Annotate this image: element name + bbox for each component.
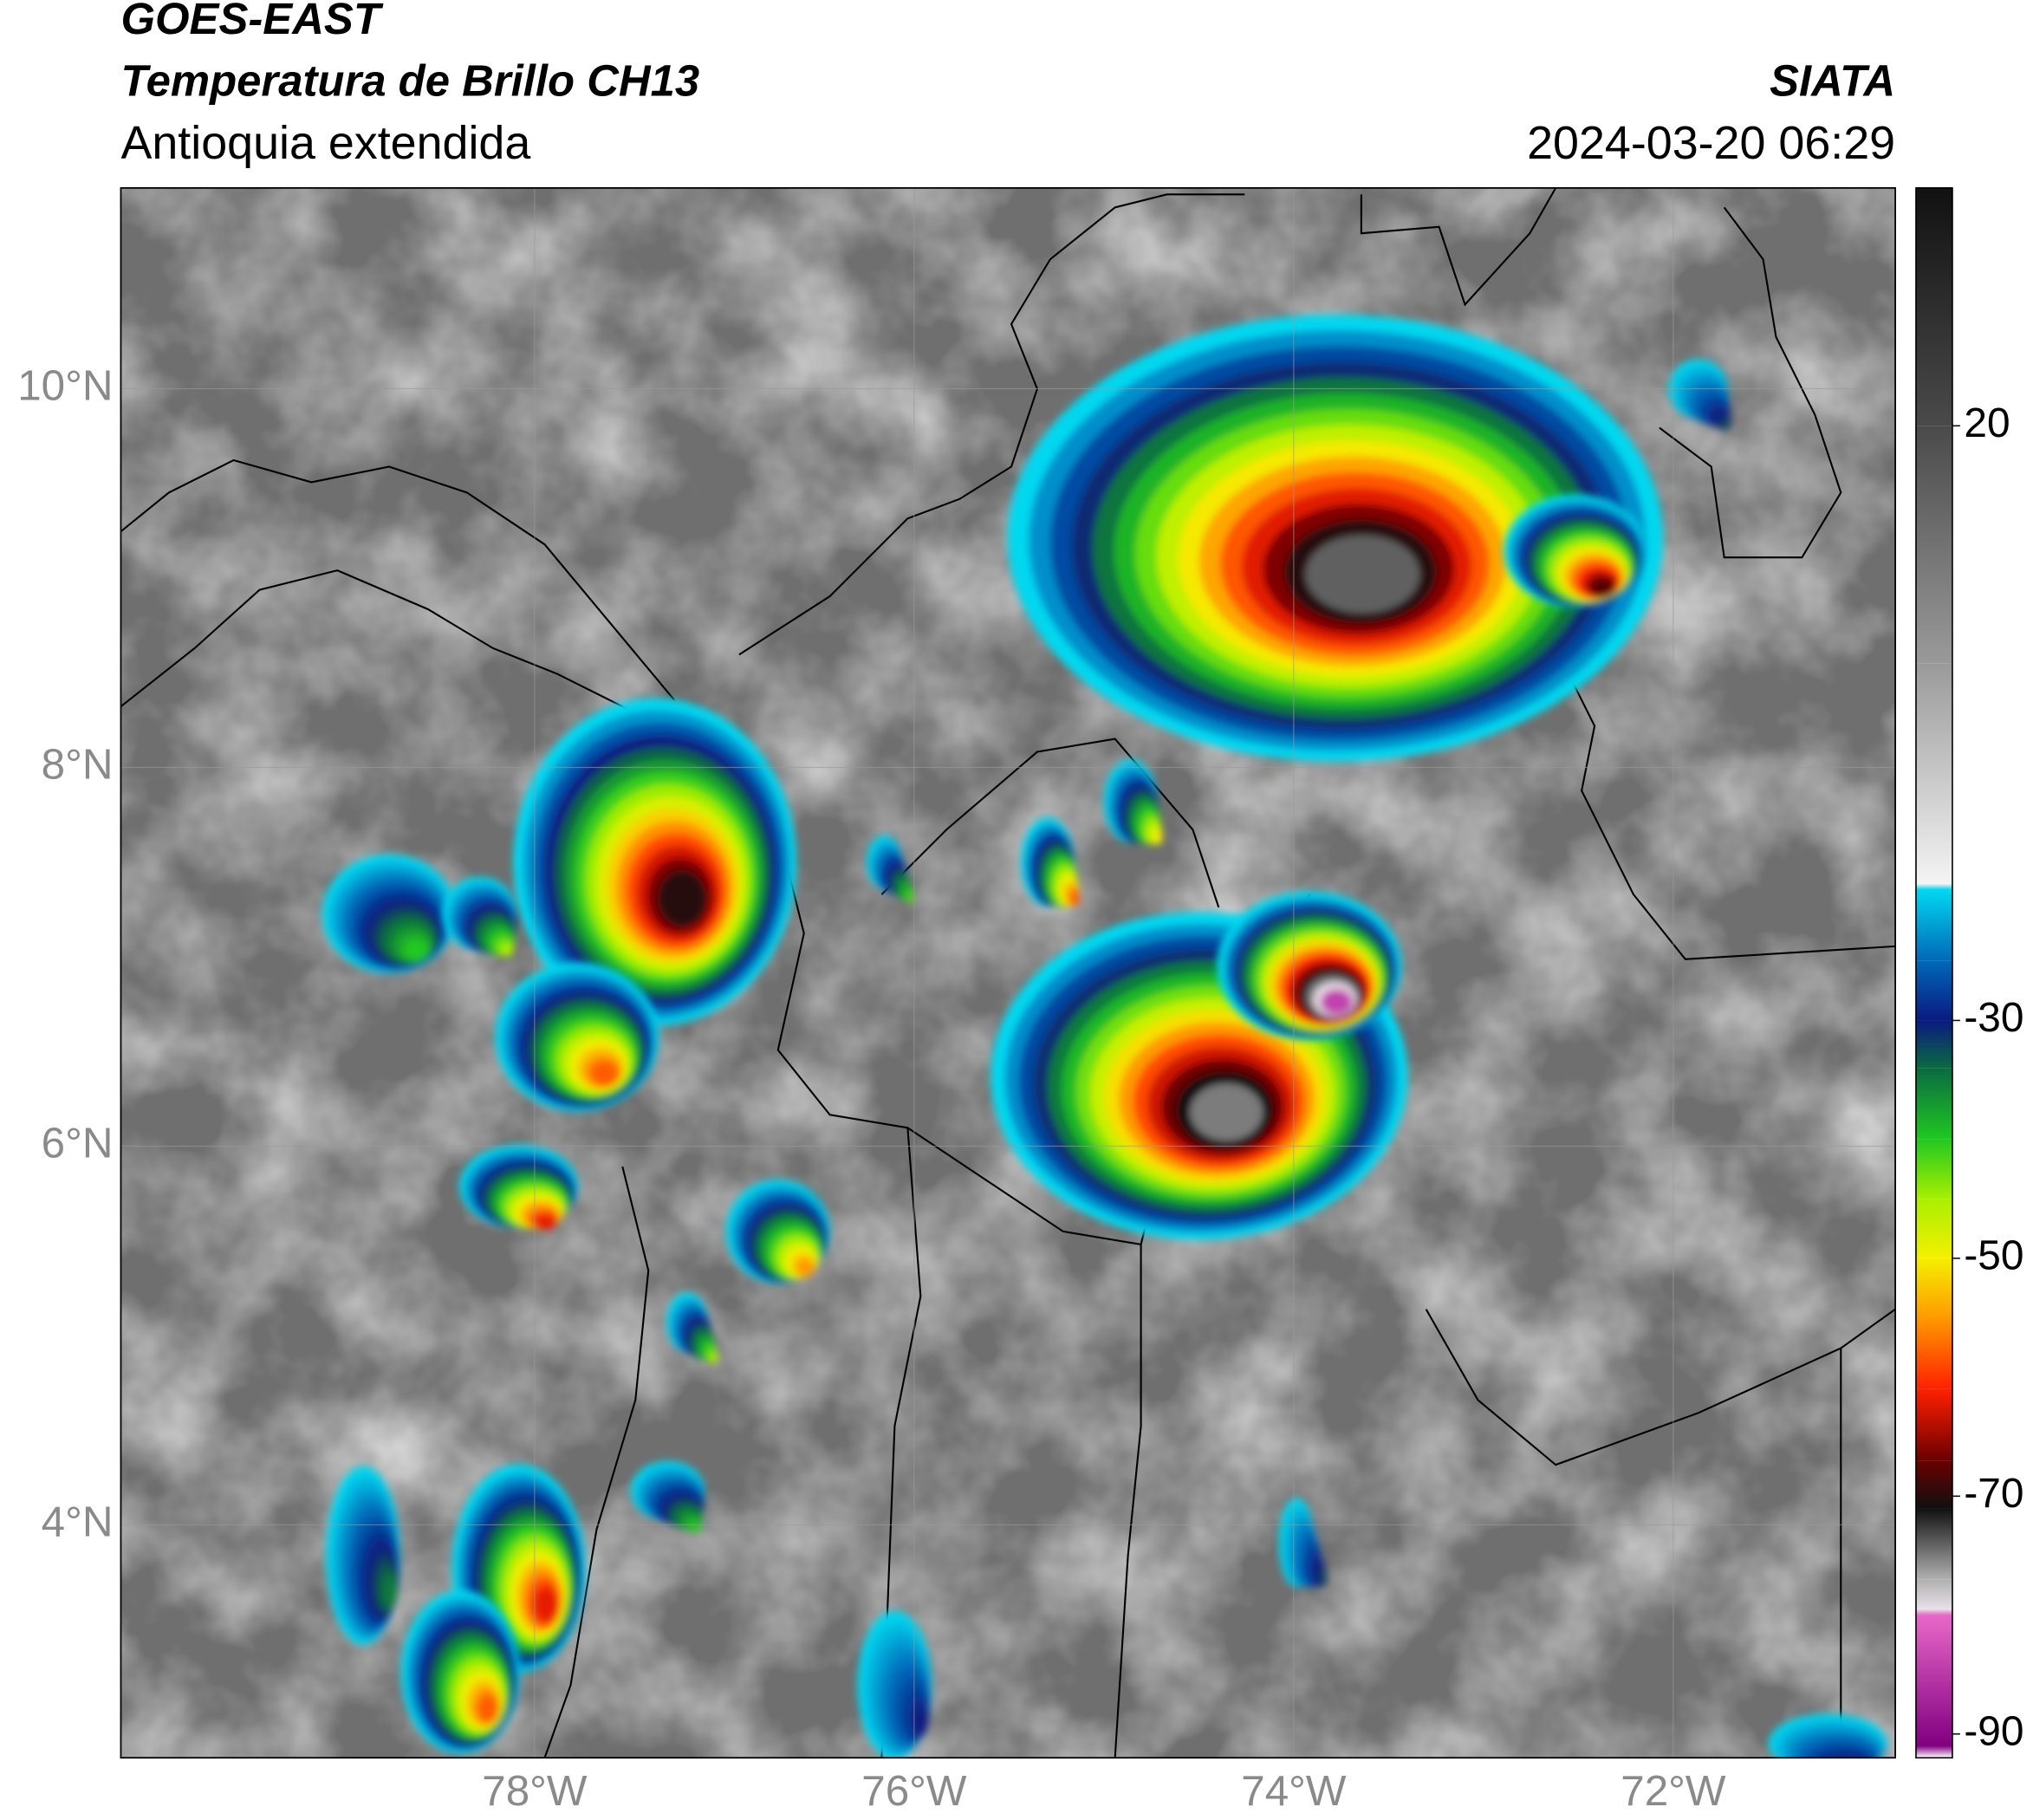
colorbar-segment: [1916, 1460, 1952, 1509]
colorbar-tick-label: -90: [1964, 1708, 2023, 1754]
cloud-cell: [458, 1144, 579, 1230]
cloud-cell: [1007, 314, 1664, 762]
cloud-contour: [711, 1353, 718, 1364]
cloud-cell: [326, 1466, 401, 1646]
title: GOES-EAST: [120, 0, 383, 43]
cloud-cell: [1768, 1713, 1888, 1785]
cloud-contour: [1720, 419, 1731, 431]
colorbar-tick-label: -30: [1964, 995, 2023, 1041]
colorbar-segment: [1916, 1317, 1952, 1389]
x-tick-label: 78°W: [482, 1767, 588, 1815]
cloud-cell: [857, 1610, 932, 1758]
source: SIATA: [1770, 56, 1895, 106]
colorbar-segment: [1916, 1609, 1952, 1615]
region: Antioquia extendida: [120, 117, 530, 169]
colorbar-segment: [1916, 960, 1952, 1021]
x-tick-label: 74°W: [1241, 1767, 1347, 1815]
cloud-cell: [400, 1589, 521, 1755]
cloud-contour: [915, 1708, 929, 1735]
cloud-contour: [908, 894, 915, 903]
subtitle: Temperatura de Brillo CH13: [120, 56, 699, 106]
cloud-cell: [866, 835, 915, 903]
cloud-cell: [495, 962, 659, 1112]
colorbar-segment: [1916, 1388, 1952, 1461]
colorbar-segment: [1916, 1745, 1952, 1758]
colorbar-tick-label: -50: [1964, 1233, 2023, 1279]
colorbar-segment: [1916, 1199, 1952, 1258]
cloud-contour: [1305, 535, 1420, 614]
cloud-contour: [1834, 1766, 1868, 1784]
cloud-contour: [534, 1586, 558, 1623]
cloud-contour: [1840, 1757, 1855, 1758]
y-tick-label: 6°N: [42, 1119, 114, 1167]
cloud-contour: [1190, 1083, 1263, 1141]
colorbar-segment: [1916, 883, 1952, 890]
y-tick-label: 10°N: [17, 362, 113, 410]
cloud-contour: [657, 869, 707, 927]
cloud-contour: [1828, 1762, 1870, 1783]
cloud-contour: [1153, 829, 1163, 845]
colorbar-outline: [1915, 187, 1953, 1758]
cloud-cell: [1217, 891, 1402, 1041]
cloud-cell: [513, 698, 797, 1026]
border-line: [1360, 187, 1842, 559]
cloud-contour: [688, 1521, 702, 1532]
cloud-cell: [1020, 817, 1080, 907]
cloud-contour: [1069, 890, 1080, 907]
cloud-contour: [1320, 989, 1353, 1016]
cloud-cell: [725, 1179, 830, 1284]
cloud-cell: [666, 1292, 718, 1364]
cloud-contour: [1320, 1570, 1328, 1587]
colorbar-segment: [1916, 1508, 1952, 1580]
cloud-contour: [405, 939, 428, 961]
cloud-contour: [589, 1060, 619, 1087]
coastline: [120, 458, 675, 701]
cloud-contour: [1845, 1775, 1866, 1785]
map-area: [120, 187, 1896, 1785]
cloud-contour: [1589, 577, 1615, 597]
cloud-contour: [1823, 1752, 1867, 1758]
colorbar-segment: [1916, 1258, 1952, 1318]
coastline: [543, 1166, 650, 1758]
cloud-cell: [1504, 494, 1647, 608]
cloud-contour: [796, 1258, 815, 1277]
datetime: 2024-03-20 06:29: [1527, 117, 1895, 169]
x-tick-label: 72°W: [1621, 1767, 1726, 1815]
colorbar-segment: [1916, 187, 1952, 426]
colorbar-segment: [1916, 1615, 1952, 1746]
colorbar-segment: [1916, 1579, 1952, 1609]
x-tick-label: 76°W: [861, 1767, 967, 1815]
map-frame: [120, 186, 1896, 1759]
cloud-cell: [1278, 1498, 1328, 1588]
colorbar-segment: [1916, 1139, 1952, 1199]
cloud-cell: [322, 854, 457, 974]
colorbar-tick-label: 20: [1964, 400, 2010, 446]
colorbar-segment: [1916, 1068, 1952, 1140]
cloud-cell: [442, 876, 517, 957]
colorbar-segment: [1916, 1020, 1952, 1069]
cloud-contour: [477, 1693, 498, 1723]
colorbar-segment: [1916, 889, 1952, 961]
cloud-contour: [536, 1215, 557, 1230]
cloud-contour: [384, 1576, 398, 1608]
cloud-cell: [1103, 759, 1163, 845]
colorbar-tick-label: -70: [1964, 1471, 2023, 1517]
colorbar-segment: [1916, 426, 1952, 664]
cloud-contour: [1839, 1771, 1867, 1784]
y-tick-label: 8°N: [42, 741, 114, 789]
colorbar-segment: [1916, 663, 1952, 884]
y-tick-label: 4°N: [42, 1498, 114, 1545]
cloud-contour: [500, 943, 514, 957]
